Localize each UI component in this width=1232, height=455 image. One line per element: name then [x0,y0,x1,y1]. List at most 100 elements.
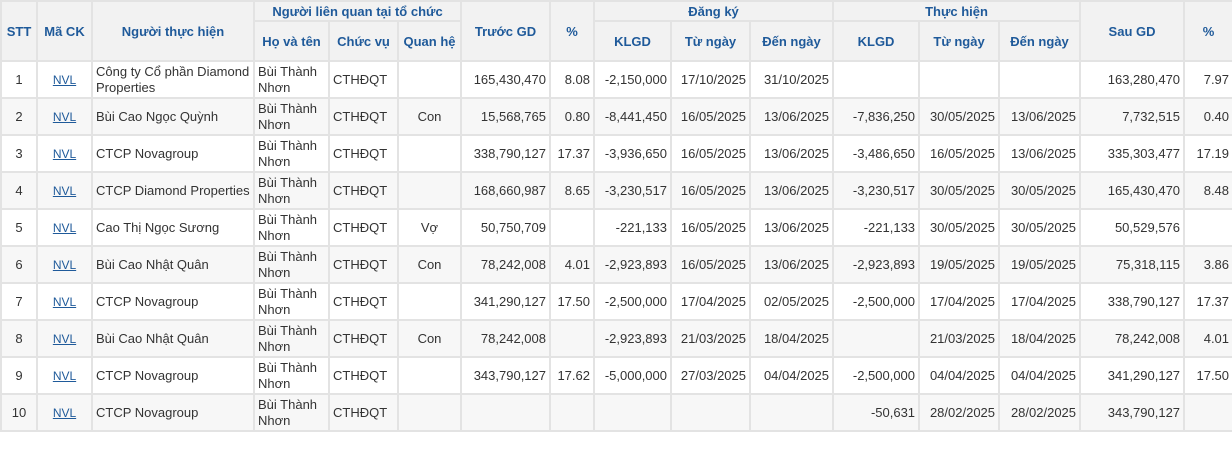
cell-ma-ck: NVL [36,134,93,173]
cell-th-den-ngay: 04/04/2025 [998,356,1082,395]
cell-dk-klgd: -5,000,000 [593,356,672,395]
cell-chuc-vu: CTHĐQT [328,245,399,284]
cell-ma-ck: NVL [36,245,93,284]
cell-dk-den-ngay: 13/06/2025 [748,245,835,284]
cell-truoc-gd: 338,790,127 [460,134,551,173]
stock-code-link[interactable]: NVL [52,405,77,420]
insider-trading-table: STT Mã CK Người thực hiện Người liên qua… [0,0,1232,432]
cell-stt: 2 [0,97,38,136]
stock-code-link[interactable]: NVL [52,183,77,198]
cell-dk-den-ngay: 13/06/2025 [748,208,835,247]
cell-stt: 10 [0,393,38,432]
cell-quan-he: Con [397,97,462,136]
cell-ma-ck: NVL [36,60,93,99]
header-pct-truoc: % [549,0,595,62]
header-pct-sau: % [1183,0,1232,62]
cell-sau-gd: 338,790,127 [1079,282,1186,321]
cell-th-klgd: -2,923,893 [832,245,921,284]
cell-ho-ten: Bùi Thành Nhơn [253,245,330,284]
cell-dk-den-ngay: 13/06/2025 [748,134,835,173]
cell-pct-truoc [549,208,595,247]
cell-stt: 4 [0,171,38,210]
cell-pct-sau: 7.97 [1183,60,1232,99]
cell-dk-tu-ngay: 16/05/2025 [670,171,751,210]
cell-chuc-vu: CTHĐQT [328,393,399,432]
cell-pct-truoc: 17.62 [549,356,595,395]
cell-dk-tu-ngay: 21/03/2025 [670,319,751,358]
cell-pct-sau [1183,393,1232,432]
cell-truoc-gd: 50,750,709 [460,208,551,247]
cell-dk-klgd: -3,936,650 [593,134,672,173]
cell-pct-truoc: 17.50 [549,282,595,321]
cell-dk-tu-ngay: 16/05/2025 [670,245,751,284]
cell-th-tu-ngay: 16/05/2025 [918,134,1001,173]
cell-ho-ten: Bùi Thành Nhơn [253,134,330,173]
table-row: 6 NVL Bùi Cao Nhật Quân Bùi Thành Nhơn CTHĐQ… [0,245,1232,284]
header-dk-den-ngay: Đến ngày [748,20,835,62]
cell-dk-tu-ngay: 16/05/2025 [670,134,751,173]
cell-pct-sau: 17.19 [1183,134,1232,173]
cell-dk-klgd: -2,923,893 [593,245,672,284]
cell-quan-he [397,60,462,99]
cell-truoc-gd: 165,430,470 [460,60,551,99]
cell-dk-klgd: -221,133 [593,208,672,247]
cell-th-tu-ngay: 30/05/2025 [918,208,1001,247]
cell-nguoi-thuc-hien: Bùi Cao Ngọc Quỳnh [91,97,255,136]
cell-pct-sau: 0.40 [1183,97,1232,136]
cell-dk-tu-ngay: 17/10/2025 [670,60,751,99]
table-row: 5 NVL Cao Thị Ngọc Sương Bùi Thành Nhơn CTHĐ… [0,208,1232,247]
stock-code-link[interactable]: NVL [52,368,77,383]
cell-th-den-ngay: 19/05/2025 [998,245,1082,284]
table-row: 9 NVL CTCP Novagroup Bùi Thành Nhơn CTHĐQT 34… [0,356,1232,395]
cell-th-tu-ngay: 04/04/2025 [918,356,1001,395]
cell-truoc-gd: 168,660,987 [460,171,551,210]
cell-th-tu-ngay: 21/03/2025 [918,319,1001,358]
stock-code-link[interactable]: NVL [52,294,77,309]
cell-dk-tu-ngay: 16/05/2025 [670,97,751,136]
cell-th-klgd [832,60,921,99]
stock-code-link[interactable]: NVL [52,146,77,161]
cell-nguoi-thuc-hien: CTCP Novagroup [91,282,255,321]
header-truoc-gd: Trước GD [460,0,551,62]
cell-ma-ck: NVL [36,171,93,210]
cell-pct-sau: 3.86 [1183,245,1232,284]
cell-th-den-ngay: 17/04/2025 [998,282,1082,321]
cell-truoc-gd: 15,568,765 [460,97,551,136]
cell-pct-truoc: 17.37 [549,134,595,173]
header-dk-tu-ngay: Từ ngày [670,20,751,62]
cell-th-den-ngay: 30/05/2025 [998,171,1082,210]
cell-dk-tu-ngay: 27/03/2025 [670,356,751,395]
cell-sau-gd: 78,242,008 [1079,319,1186,358]
stock-code-link[interactable]: NVL [52,331,77,346]
stock-code-link[interactable]: NVL [52,257,77,272]
cell-stt: 1 [0,60,38,99]
table-row: 4 NVL CTCP Diamond Properties Bùi Thành Nhơ… [0,171,1232,210]
cell-th-klgd: -7,836,250 [832,97,921,136]
cell-ma-ck: NVL [36,282,93,321]
cell-pct-sau: 8.48 [1183,171,1232,210]
header-th-tu-ngay: Từ ngày [918,20,1001,62]
cell-dk-den-ngay: 18/04/2025 [748,319,835,358]
cell-chuc-vu: CTHĐQT [328,97,399,136]
header-thuc-hien: Thực hiện [832,0,1082,22]
stock-code-link[interactable]: NVL [52,220,77,235]
cell-ma-ck: NVL [36,319,93,358]
cell-ma-ck: NVL [36,208,93,247]
table-row: 3 NVL CTCP Novagroup Bùi Thành Nhơn CTHĐQT 33… [0,134,1232,173]
cell-nguoi-thuc-hien: Công ty Cổ phần Diamond Properties [91,60,255,99]
stock-code-link[interactable]: NVL [52,109,77,124]
stock-code-link[interactable]: NVL [52,72,77,87]
cell-dk-den-ngay: 04/04/2025 [748,356,835,395]
cell-chuc-vu: CTHĐQT [328,134,399,173]
cell-nguoi-thuc-hien: CTCP Novagroup [91,356,255,395]
cell-ho-ten: Bùi Thành Nhơn [253,356,330,395]
cell-chuc-vu: CTHĐQT [328,356,399,395]
header-quan-he: Quan hệ [397,20,462,62]
cell-sau-gd: 75,318,115 [1079,245,1186,284]
cell-sau-gd: 335,303,477 [1079,134,1186,173]
cell-chuc-vu: CTHĐQT [328,60,399,99]
header-chuc-vu: Chức vụ [328,20,399,62]
header-dang-ky: Đăng ký [592,0,835,22]
cell-th-tu-ngay: 19/05/2025 [918,245,1001,284]
cell-dk-klgd: -2,150,000 [593,60,672,99]
